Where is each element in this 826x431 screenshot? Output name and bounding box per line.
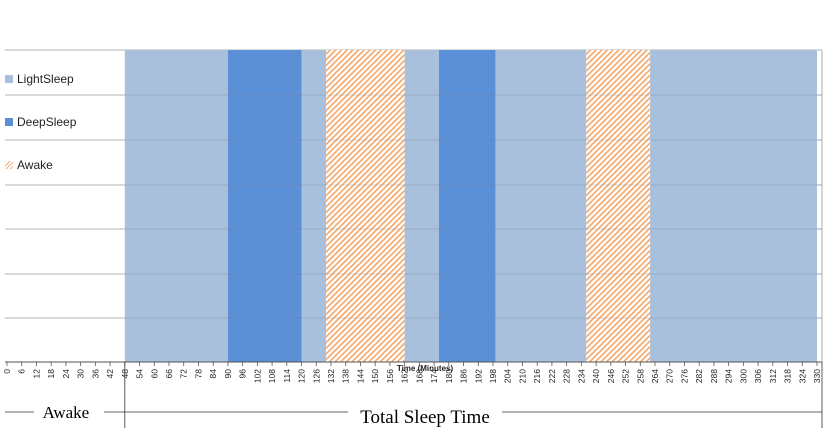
legend-label-lightsleep: LightSleep <box>17 72 74 86</box>
x-tick-label: 216 <box>532 369 542 383</box>
legend-swatch-awake <box>5 161 13 169</box>
awake-bracket-label: Awake <box>43 403 90 422</box>
x-tick-label: 246 <box>606 369 616 383</box>
x-tick-label: 324 <box>797 369 807 383</box>
legend-swatch-deepsleep <box>5 118 13 126</box>
x-tick-label: 204 <box>503 369 513 383</box>
x-tick-label: 240 <box>591 369 601 383</box>
x-tick-label: 108 <box>267 369 277 383</box>
sleep-segments <box>124 50 817 362</box>
x-tick-label: 300 <box>738 369 748 383</box>
x-tick-label: 12 <box>31 369 41 379</box>
x-tick-label: 72 <box>179 369 189 379</box>
x-tick-label: 228 <box>562 369 572 383</box>
x-tick-label: 252 <box>621 369 631 383</box>
x-tick-label: 90 <box>223 369 233 379</box>
x-tick-label: 258 <box>635 369 645 383</box>
x-axis: 0 6 12 18 24 30 36 42 48 54 60 66 72 78 84 90 96 102 108 11… <box>2 361 822 383</box>
x-tick-label: 174 <box>429 369 439 383</box>
x-tick-label: 180 <box>444 369 454 383</box>
segment-lightsleep <box>124 50 228 362</box>
x-tick-label: 60 <box>149 369 159 379</box>
x-tick-label: 294 <box>724 369 734 383</box>
x-tick-label: 0 <box>2 369 12 374</box>
segment-awake <box>326 50 405 362</box>
x-tick-label: 264 <box>650 369 660 383</box>
x-tick-label: 192 <box>473 369 483 383</box>
grid-lines-overlay <box>124 94 822 319</box>
x-tick-label: 150 <box>370 369 380 383</box>
x-tick-label: 282 <box>694 369 704 383</box>
legend-item-awake: Awake <box>5 154 125 176</box>
x-tick-label: 30 <box>76 369 86 379</box>
x-tick-label: 18 <box>46 369 56 379</box>
x-tick-label: 168 <box>414 369 424 383</box>
x-tick-label: 36 <box>90 369 100 379</box>
legend-swatch-lightsleep <box>5 75 13 83</box>
segment-awake <box>586 50 651 362</box>
x-tick-label: 66 <box>164 369 174 379</box>
time-brackets: Awake Total Sleep Time <box>5 362 823 428</box>
x-tick-label: 144 <box>355 369 365 383</box>
x-tick-label: 330 <box>812 369 822 383</box>
segment-lightsleep <box>495 50 587 362</box>
segment-lightsleep <box>301 50 327 362</box>
x-tick-label: 54 <box>135 369 145 379</box>
x-tick-label: 156 <box>385 369 395 383</box>
x-tick-label: 198 <box>488 369 498 383</box>
segment-lightsleep <box>404 50 439 362</box>
x-tick-label: 210 <box>517 369 527 383</box>
x-tick-label: 312 <box>768 369 778 383</box>
x-axis-title: Time (Minutes) <box>397 364 454 373</box>
legend: LightSleep DeepSleep Awake <box>5 68 125 197</box>
x-tick-label: 222 <box>547 369 557 383</box>
x-tick-label: 234 <box>576 369 586 383</box>
x-tick-label: 6 <box>17 369 27 374</box>
x-tick-label: 120 <box>297 369 307 383</box>
x-tick-label: 306 <box>753 369 763 383</box>
x-tick-label: 24 <box>61 369 71 379</box>
x-tick-label: 270 <box>665 369 675 383</box>
x-tick-label: 132 <box>326 369 336 383</box>
segment-deepsleep <box>227 50 302 362</box>
legend-label-awake: Awake <box>17 158 53 172</box>
x-tick-label: 42 <box>105 369 115 379</box>
x-tick-label: 126 <box>311 369 321 383</box>
segment-lightsleep <box>650 50 817 362</box>
x-tick-label: 96 <box>238 369 248 379</box>
x-tick-label: 186 <box>459 369 469 383</box>
legend-item-lightsleep: LightSleep <box>5 68 125 90</box>
x-tick-label: 276 <box>679 369 689 383</box>
x-tick-label: 114 <box>282 369 292 383</box>
x-tick-label: 288 <box>709 369 719 383</box>
x-tick-label: 162 <box>400 369 410 383</box>
x-tick-label: 138 <box>341 369 351 383</box>
x-tick-label: 84 <box>208 369 218 379</box>
legend-item-deepsleep: DeepSleep <box>5 111 125 133</box>
x-tick-label: 102 <box>252 369 262 383</box>
total-sleep-bracket-label: Total Sleep Time <box>360 407 490 428</box>
x-tick-label: 318 <box>783 369 793 383</box>
segment-deepsleep <box>439 50 496 362</box>
x-tick-label: 78 <box>193 369 203 379</box>
legend-label-deepsleep: DeepSleep <box>17 115 77 129</box>
